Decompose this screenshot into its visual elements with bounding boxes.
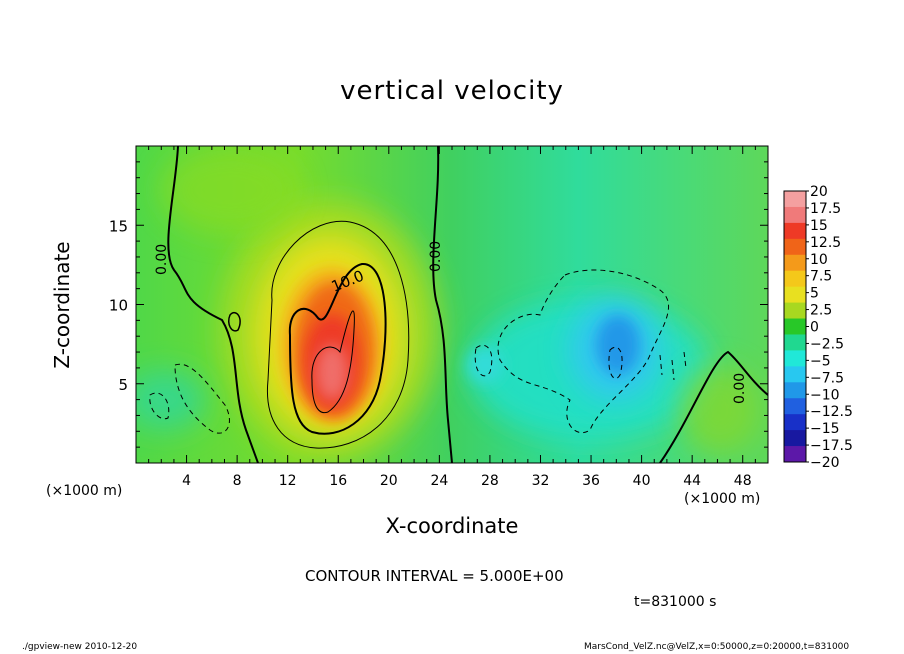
colorbar-swatch bbox=[784, 222, 806, 240]
colorbar-label: −20 bbox=[810, 455, 840, 471]
footer-left: ./gpview-new 2010-12-20 bbox=[22, 642, 138, 652]
x-tick-label: 24 bbox=[430, 473, 448, 489]
y-tick-label: 15 bbox=[109, 217, 128, 235]
colorbar: 2017.51512.5107.552.50−2.5−5−7.5−10−12.5… bbox=[783, 184, 853, 471]
colorbar-swatch bbox=[784, 446, 806, 463]
colorbar-swatch bbox=[784, 350, 806, 367]
colorbar-swatch bbox=[784, 302, 806, 320]
time-note: t=831000 s bbox=[634, 594, 717, 610]
colorbar-swatch bbox=[784, 382, 806, 399]
colorbar-label: 10 bbox=[810, 252, 828, 268]
colorbar-label: −17.5 bbox=[810, 438, 853, 454]
x-tick-label: 28 bbox=[481, 473, 499, 489]
x-axis-unit-right: (×1000 m) bbox=[684, 491, 761, 507]
colorbar-swatch bbox=[784, 254, 806, 272]
colorbar-swatch bbox=[784, 191, 806, 208]
colorbar-swatch bbox=[784, 334, 806, 351]
colorbar-label: 17.5 bbox=[810, 201, 841, 217]
contour-label: 0.00 bbox=[428, 241, 444, 272]
colorbar-swatch bbox=[784, 206, 806, 224]
x-tick-label: 44 bbox=[683, 473, 701, 489]
colorbar-swatch bbox=[784, 286, 806, 304]
x-tick-label: 16 bbox=[329, 473, 347, 489]
colorbar-label: 7.5 bbox=[810, 269, 832, 285]
colorbar-swatch bbox=[784, 270, 806, 288]
colorbar-label: 2.5 bbox=[810, 303, 832, 319]
colorbar-label: 20 bbox=[810, 184, 828, 200]
x-tick-label: 12 bbox=[279, 473, 297, 489]
x-tick-label: 48 bbox=[734, 473, 752, 489]
colorbar-label: 15 bbox=[810, 218, 828, 234]
footer-right: MarsCond_VelZ.nc@VelZ,x=0:50000,z=0:2000… bbox=[584, 642, 850, 652]
colorbar-swatch bbox=[784, 366, 806, 383]
contour-label: 0.00 bbox=[154, 244, 170, 275]
y-tick-label: 5 bbox=[118, 376, 128, 394]
chart-title: vertical velocity bbox=[340, 76, 564, 106]
x-tick-label: 20 bbox=[380, 473, 398, 489]
colorbar-label: −5 bbox=[810, 353, 831, 369]
x-tick-label: 4 bbox=[182, 473, 191, 489]
colorbar-swatch bbox=[784, 318, 806, 335]
colorbar-swatch bbox=[784, 414, 806, 431]
x-tick-label: 40 bbox=[633, 473, 651, 489]
colorbar-label: 5 bbox=[810, 286, 819, 302]
x-axis-label: X-coordinate bbox=[385, 514, 519, 538]
x-axis-unit-left: (×1000 m) bbox=[46, 483, 123, 499]
colorbar-label: −7.5 bbox=[810, 370, 844, 386]
colorbar-swatch bbox=[784, 238, 806, 256]
y-axis-label: Z-coordinate bbox=[50, 241, 74, 369]
colorbar-label: −10 bbox=[810, 387, 840, 403]
colorbar-label: 0 bbox=[810, 320, 819, 336]
contour-interval-note: CONTOUR INTERVAL = 5.000E+00 bbox=[305, 567, 564, 585]
colorbar-swatch bbox=[784, 398, 806, 415]
y-tick-label: 10 bbox=[109, 297, 128, 315]
colorbar-swatch bbox=[784, 430, 806, 447]
colorbar-label: −15 bbox=[810, 421, 840, 437]
colorbar-label: −12.5 bbox=[810, 404, 853, 420]
x-tick-label: 32 bbox=[532, 473, 550, 489]
x-tick-label: 8 bbox=[233, 473, 242, 489]
x-tick-label: 36 bbox=[582, 473, 600, 489]
velocity-field bbox=[136, 146, 768, 463]
colorbar-label: 12.5 bbox=[810, 235, 841, 251]
contour-label: 0.00 bbox=[732, 373, 748, 404]
colorbar-label: −2.5 bbox=[810, 336, 844, 352]
